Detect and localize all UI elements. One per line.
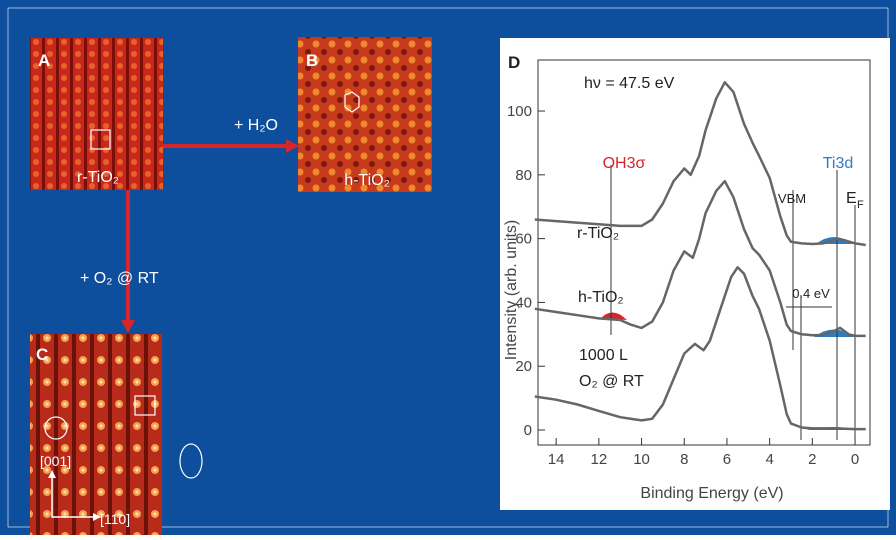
annotation: 0.4 eV [792, 286, 830, 301]
y-tick-label: 100 [507, 103, 532, 120]
x-tick-label: 6 [723, 451, 731, 468]
figure: A r-TiO₂ B h-TiO₂ C [001] [11̄0] + H₂O +… [0, 0, 896, 535]
panel-caption: h-TiO₂ [344, 172, 390, 189]
x-tick-label: 14 [548, 451, 565, 468]
annotation: O₂ @ RT [579, 373, 644, 390]
panel-letter: B [306, 51, 318, 70]
y-tick-label: 20 [515, 358, 532, 375]
direction-label: [11̄0] [100, 511, 130, 527]
panel-letter: C [36, 345, 48, 364]
panel-letter: A [38, 51, 50, 70]
arrow-label: + O₂ @ RT [80, 270, 159, 287]
annotation: Ti3d [823, 155, 854, 172]
annotation: hν = 47.5 eV [584, 75, 675, 92]
y-tick-label: 80 [515, 167, 532, 184]
plot-panel [500, 38, 890, 510]
y-tick-label: 40 [515, 294, 532, 311]
x-tick-label: 0 [851, 451, 859, 468]
annotation: E [846, 190, 857, 207]
y-tick-label: 0 [524, 422, 532, 439]
stm-image-c [30, 334, 162, 535]
arrow-label: + H₂O [234, 117, 278, 134]
x-axis-label: Binding Energy (eV) [640, 485, 783, 502]
panel-caption: r-TiO₂ [77, 169, 119, 186]
annotation: h-TiO₂ [578, 289, 624, 306]
annotation: 1000 L [579, 347, 628, 364]
x-tick-label: 10 [633, 451, 650, 468]
annotation: F [857, 199, 864, 211]
x-tick-label: 4 [765, 451, 773, 468]
annotation: OH3σ [603, 155, 646, 172]
annotation: VBM [778, 191, 806, 206]
x-tick-label: 8 [680, 451, 688, 468]
annotation: r-TiO₂ [577, 225, 619, 242]
panel-letter: D [508, 53, 520, 72]
direction-label: [001] [40, 453, 71, 469]
y-tick-label: 60 [515, 231, 532, 248]
x-tick-label: 12 [591, 451, 608, 468]
x-tick-label: 2 [808, 451, 816, 468]
